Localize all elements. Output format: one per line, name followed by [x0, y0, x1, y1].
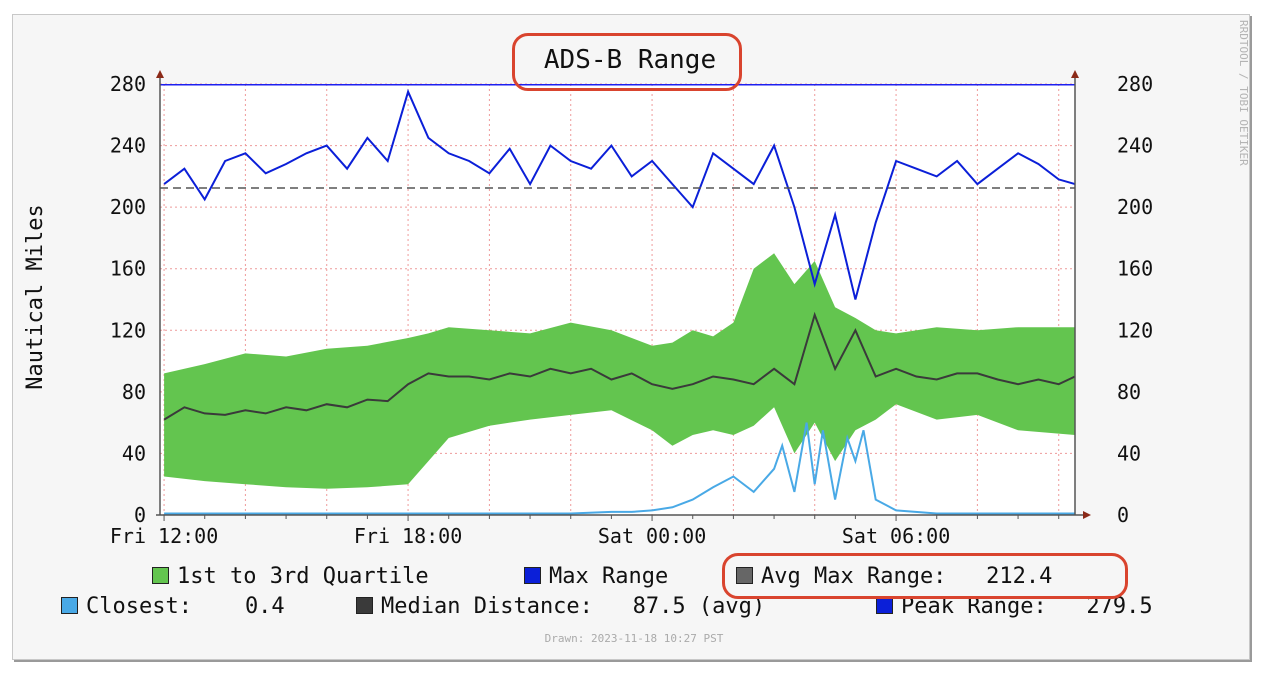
y-axis-arrow-left — [156, 70, 164, 78]
x-tick-label: Fri 12:00 — [110, 524, 218, 548]
y-tick-label-right: 280 — [1117, 72, 1153, 96]
legend-item-quartile: 1st to 3rd Quartile — [152, 564, 429, 589]
y-tick-label-left: 280 — [110, 72, 146, 96]
closest-swatch — [61, 597, 78, 614]
legend-label-closest: Closest: 0.4 — [86, 594, 285, 619]
x-axis-arrow — [1083, 511, 1091, 519]
x-tick-label: Sat 06:00 — [842, 524, 950, 548]
legend-item-median: Median Distance: 87.5 (avg) — [356, 594, 765, 619]
series-layer — [163, 88, 1076, 515]
y-tick-label-right: 80 — [1117, 380, 1141, 404]
legend-label-quartile: 1st to 3rd Quartile — [177, 564, 429, 589]
y-tick-label-left: 0 — [134, 503, 146, 527]
legend-item-avg-max-range: Avg Max Range: 212.4 — [736, 564, 1052, 589]
peak-range-swatch — [876, 597, 893, 614]
legend-item-max-range: Max Range — [524, 564, 668, 589]
y-tick-label-left: 200 — [110, 195, 146, 219]
legend-label-max-range: Max Range — [549, 564, 669, 589]
legend-row-1: 1st to 3rd Quartile Max Range Avg Max Ra… — [0, 564, 1268, 664]
y-tick-label-right: 160 — [1117, 257, 1153, 281]
closest-line — [164, 422, 1075, 515]
y-axis-arrow-right — [1071, 70, 1079, 78]
y-tick-label-right: 120 — [1117, 318, 1153, 342]
avg-max-highlight — [722, 553, 1128, 599]
max-range-swatch — [524, 567, 541, 584]
median-swatch — [356, 597, 373, 614]
y-tick-label-right: 40 — [1117, 441, 1141, 465]
y-tick-label-right: 200 — [1117, 195, 1153, 219]
tick-labels: 0 0 40 40 80 80 120 120 160 160 200 200 240 240 280 280… — [110, 72, 1153, 548]
median-distance-line — [163, 311, 1076, 421]
quartile-band — [164, 253, 1076, 489]
max-range-line — [163, 88, 1076, 300]
y-axis-label: Nautical Miles — [23, 204, 48, 389]
y-tick-label-left: 80 — [122, 380, 146, 404]
legend-item-closest: Closest: 0.4 — [61, 594, 285, 619]
reference-lines — [160, 84, 1075, 189]
x-tick-label: Fri 18:00 — [354, 524, 462, 548]
y-tick-label-left: 120 — [110, 318, 146, 342]
quartile-swatch — [152, 567, 169, 584]
y-tick-label-right: 240 — [1117, 134, 1153, 158]
axes — [156, 70, 1091, 521]
drawn-timestamp: Drawn: 2023-11-18 10:27 PST — [544, 632, 724, 645]
chart-title: ADS-B Range — [544, 45, 716, 75]
rrdtool-watermark: RRDTOOL / TOBI OETIKER — [1237, 20, 1250, 166]
range-chart: 0 0 40 40 80 80 120 120 160 160 200 200 240 240 280 280… — [23, 45, 1153, 548]
x-tick-label: Sat 00:00 — [598, 524, 706, 548]
y-tick-label-right: 0 — [1117, 503, 1129, 527]
avg-max-swatch — [736, 567, 753, 584]
legend-label-median: Median Distance: 87.5 (avg) — [381, 594, 766, 619]
title-highlight — [512, 33, 742, 91]
y-tick-label-left: 160 — [110, 257, 146, 281]
legend-label-avg-max-range: Avg Max Range: 212.4 — [761, 564, 1053, 589]
y-tick-label-left: 40 — [122, 441, 146, 465]
y-tick-label-left: 240 — [110, 134, 146, 158]
